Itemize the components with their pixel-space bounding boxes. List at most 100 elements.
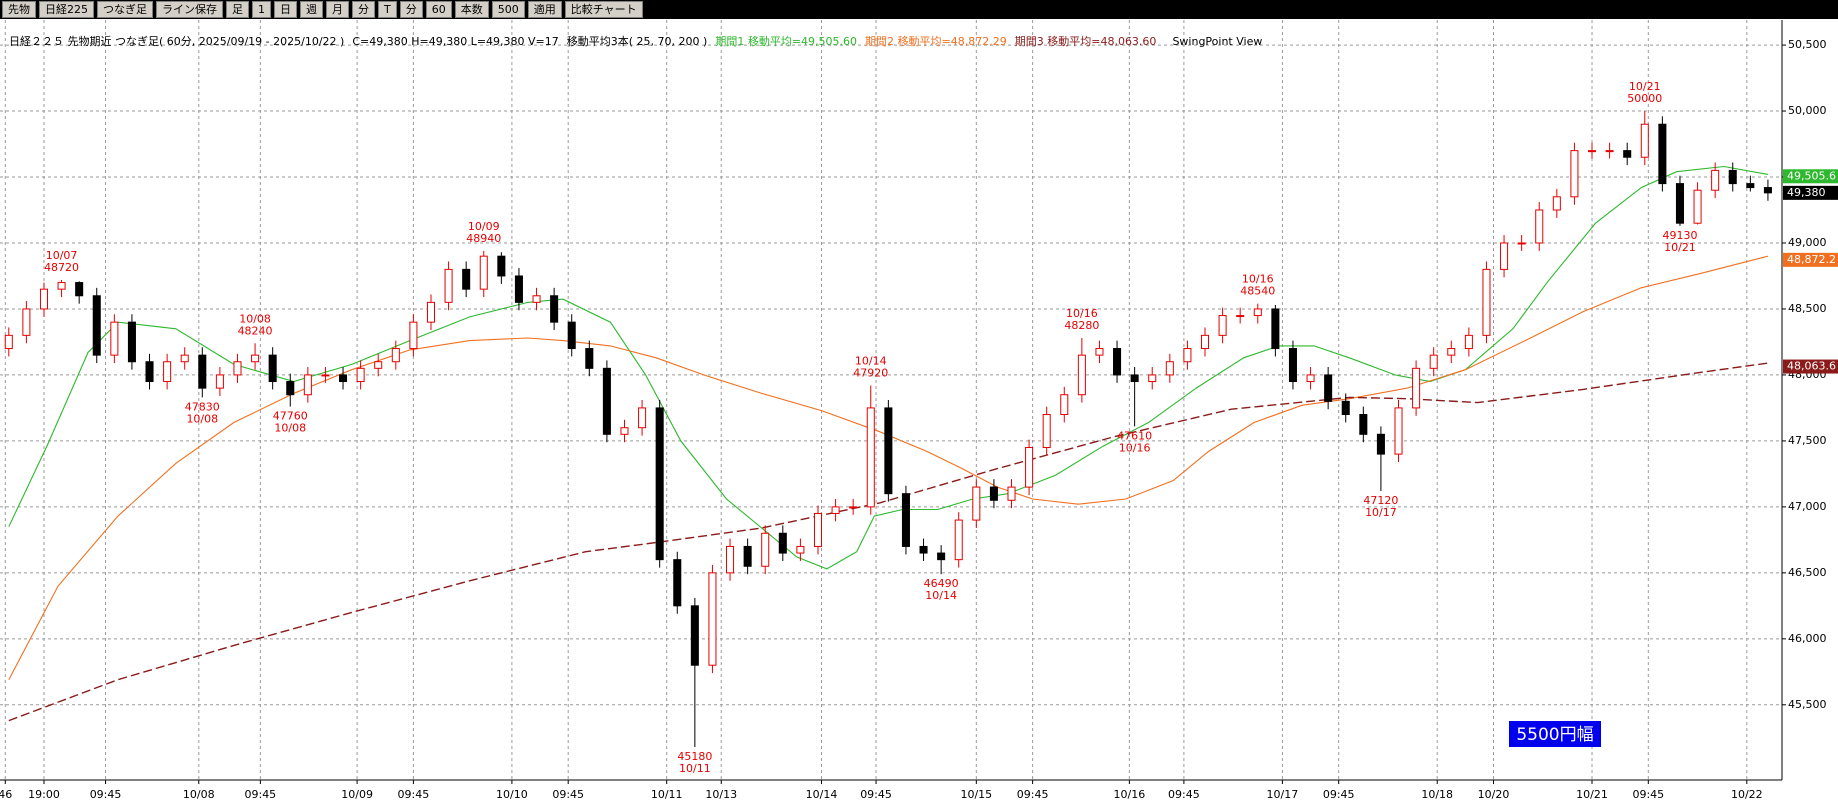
candle-body: [1042, 414, 1051, 448]
candle-body: [1113, 348, 1122, 376]
candle-body: [989, 486, 998, 501]
candle-body: [409, 321, 418, 350]
legend-entry: 期間1 移動平均=49,505.60: [715, 35, 858, 48]
toolbar-item[interactable]: 分: [399, 1, 423, 18]
chart-title: 日経２２５ 先物期近 つなぎ足( 60分, 2025/09/19 - 2025/…: [9, 35, 345, 48]
candle-body: [1394, 407, 1403, 455]
candle-body: [1288, 348, 1297, 383]
toolbar-item[interactable]: 適用: [527, 1, 562, 18]
candle-body: [690, 605, 699, 666]
y-tick-label: 50,500: [1788, 38, 1827, 51]
ma-line: [8, 255, 1769, 680]
toolbar-item[interactable]: 日経225: [39, 1, 94, 18]
candle-body: [57, 282, 66, 290]
price-tag-label: 48,063.6: [1787, 360, 1836, 373]
candle-body: [1165, 361, 1174, 376]
candle-body: [761, 532, 770, 567]
candle-body: [1341, 400, 1350, 416]
candle-body: [1060, 394, 1069, 416]
toolbar-item[interactable]: 本数: [454, 1, 489, 18]
toolbar-item[interactable]: 週: [300, 1, 323, 18]
candle-body: [1025, 447, 1034, 488]
swing-price: 48540: [1240, 285, 1275, 298]
candle-body: [743, 545, 752, 567]
toolbar-item[interactable]: 月: [326, 1, 349, 18]
toolbar-item[interactable]: T: [378, 1, 397, 18]
candle-body: [778, 532, 787, 554]
x-tick-label: 10/11: [651, 788, 683, 801]
toolbar-item[interactable]: 分: [352, 1, 375, 18]
toolbar-item[interactable]: ライン保存: [156, 1, 223, 18]
x-tick-label: 10/13: [705, 788, 737, 801]
toolbar-item[interactable]: 比較チャート: [564, 1, 643, 18]
candle-body: [972, 486, 981, 521]
price-tag-label: 49,380: [1787, 186, 1826, 199]
swing-price: 45180: [677, 750, 712, 763]
x-tick-label: 10/17: [1267, 788, 1299, 801]
candle-body: [1675, 183, 1684, 224]
swing-date: 10/16: [1119, 441, 1151, 454]
toolbar-item[interactable]: 足: [226, 1, 249, 18]
swing-date: 10/07: [46, 249, 78, 262]
candle-body: [479, 255, 488, 290]
swing-date: 10/14: [925, 589, 957, 602]
candle-body: [673, 559, 682, 607]
toolbar-item[interactable]: 日: [274, 1, 297, 18]
candle-body: [22, 308, 31, 336]
candle-body: [1324, 374, 1333, 402]
candle-body: [462, 268, 471, 290]
swing-price: 47610: [1117, 429, 1152, 442]
candle-body: [1236, 315, 1245, 318]
candle-body: [1200, 334, 1210, 350]
candle-body: [127, 321, 136, 363]
candle-body: [1183, 348, 1192, 363]
swing-date: 10/16: [1066, 307, 1098, 320]
candle-body: [1640, 123, 1649, 158]
x-tick-label: 09:45: [1632, 788, 1664, 801]
swing-price: 48240: [238, 324, 273, 337]
candle-body: [813, 512, 823, 547]
candle-body: [374, 361, 383, 369]
swing-price: 48940: [466, 232, 501, 245]
swing-price: 48280: [1064, 319, 1099, 332]
candle-body: [602, 367, 611, 435]
toolbar-item[interactable]: 500: [491, 1, 525, 18]
x-tick-label: 09:45: [860, 788, 892, 801]
swing-date: 10/08: [274, 422, 306, 435]
candle-body: [1271, 308, 1280, 350]
swing-price: 49130: [1662, 229, 1697, 242]
x-tick-label: 09:45: [1017, 788, 1049, 801]
candle-body: [1658, 123, 1667, 185]
swing-date: 10/16: [1242, 273, 1274, 286]
ma-line: [8, 362, 1768, 722]
toolbar-item[interactable]: 1: [252, 1, 271, 18]
swing-price: 47830: [185, 400, 220, 413]
swing-date: 10/21: [1664, 241, 1696, 254]
legend-extra[interactable]: SwingPoint View: [1172, 35, 1263, 48]
candle-body: [1359, 414, 1368, 435]
x-tick-label: 10/08: [183, 788, 215, 801]
candle-body: [1412, 367, 1421, 409]
candle-body: [1552, 196, 1561, 211]
y-tick-label: 47,000: [1788, 500, 1827, 513]
x-tick-label: 09:45: [552, 788, 584, 801]
toolbar-item[interactable]: つなぎ足: [97, 1, 153, 18]
candle-body: [4, 334, 13, 350]
swing-price: 47760: [273, 410, 308, 423]
candle-body: [1306, 374, 1315, 383]
swing-date: 10/11: [679, 762, 711, 775]
candle-body: [356, 367, 365, 383]
chart-header: 日経２２５ 先物期近 つなぎ足( 60分, 2025/09/19 - 2025/…: [2, 20, 1270, 49]
candle-body: [233, 361, 242, 376]
candle-body: [550, 295, 559, 323]
candle-body: [198, 354, 207, 389]
toolbar-item[interactable]: 60: [425, 1, 452, 18]
candle-body: [585, 348, 594, 369]
candle-body: [1253, 308, 1262, 317]
toolbar-item[interactable]: 先物: [2, 1, 36, 18]
y-tick-label: 45,500: [1788, 698, 1827, 711]
candle-body: [708, 572, 717, 666]
y-tick-label: 48,500: [1788, 302, 1827, 315]
badge-box: [1509, 721, 1601, 747]
